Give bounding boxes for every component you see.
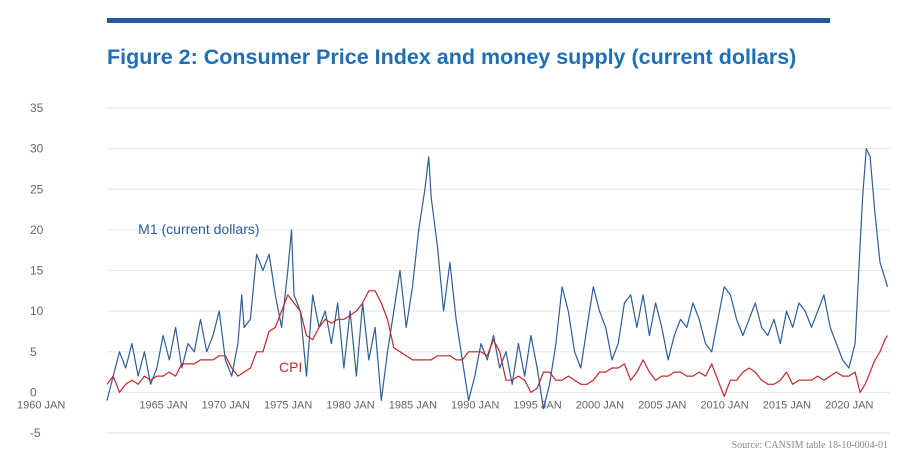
gridlines <box>107 107 890 434</box>
x-tick-label: 2005 JAN <box>638 399 686 411</box>
x-tick-label: 2020 JAN <box>825 399 873 411</box>
y-tick-label: 0 <box>30 385 37 399</box>
m1-series-label: M1 (current dollars) <box>138 221 259 237</box>
x-tick-label: 2000 JAN <box>576 399 624 411</box>
x-tick-label: 2015 JAN <box>763 399 811 411</box>
y-tick-label: 35 <box>30 101 44 115</box>
x-tick-label: 1970 JAN <box>202 399 250 411</box>
x-tick-label: 1980 JAN <box>326 399 374 411</box>
cpi-series-line <box>106 290 889 397</box>
y-tick-label: 15 <box>30 264 44 278</box>
y-tick-label: 20 <box>30 223 44 237</box>
y-tick-label: 30 <box>30 142 44 156</box>
x-tick-label: 1975 JAN <box>264 399 312 411</box>
x-tick-label: 1995 JAN <box>513 399 561 411</box>
figure-title: Figure 2: Consumer Price Index and money… <box>107 45 797 69</box>
m1-series-line <box>106 148 889 410</box>
y-tick-label: 10 <box>30 304 44 318</box>
x-axis-ticks: 1960 JAN 1965 JAN 1970 JAN 1975 JAN 1980 JAN… <box>17 399 873 411</box>
x-tick-label: 1960 JAN <box>17 399 65 411</box>
series-labels: M1 (current dollars) CPI <box>138 221 302 375</box>
x-tick-label: 2010 JAN <box>700 399 748 411</box>
x-tick-label: 1990 JAN <box>451 399 499 411</box>
series-lines <box>106 148 889 410</box>
source-note: Source: CANSIM table 18-10-0004-01 <box>731 440 888 451</box>
x-tick-label: 1985 JAN <box>389 399 437 411</box>
y-axis-ticks: -5 0 5 10 15 20 25 30 35 <box>30 101 44 440</box>
cpi-series-label: CPI <box>279 359 302 375</box>
title-rule <box>107 18 830 23</box>
y-tick-label: -5 <box>30 426 41 440</box>
y-tick-label: 25 <box>30 182 44 196</box>
x-tick-label: 1965 JAN <box>139 399 187 411</box>
y-tick-label: 5 <box>30 345 37 359</box>
